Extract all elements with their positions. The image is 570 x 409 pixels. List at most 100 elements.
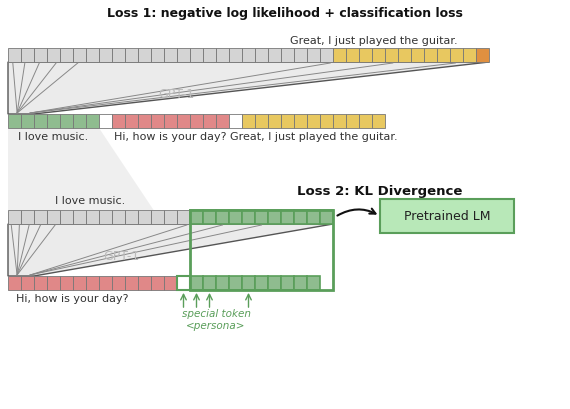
Bar [190, 115, 203, 129]
Bar [99, 276, 112, 290]
Bar [112, 211, 125, 225]
Bar [450, 49, 463, 63]
Bar [476, 49, 489, 63]
Bar [281, 49, 294, 63]
Bar [86, 49, 99, 63]
Text: special token
<persona>: special token <persona> [181, 308, 250, 330]
Bar [385, 49, 398, 63]
Bar [294, 115, 307, 129]
Bar [138, 49, 151, 63]
Bar [229, 115, 242, 129]
Bar [307, 276, 320, 290]
Bar [333, 115, 346, 129]
Bar [138, 211, 151, 225]
Bar [268, 276, 281, 290]
Bar [268, 115, 281, 129]
Bar [60, 211, 73, 225]
Bar [125, 211, 138, 225]
Bar [47, 211, 60, 225]
Bar [47, 115, 60, 129]
Bar [60, 115, 73, 129]
Bar [229, 211, 242, 225]
Polygon shape [8, 63, 489, 115]
Bar [138, 276, 151, 290]
Bar [8, 115, 21, 129]
Text: Hi, how is your day?: Hi, how is your day? [114, 132, 227, 142]
Bar [21, 49, 34, 63]
Bar [255, 49, 268, 63]
Bar [34, 115, 47, 129]
Bar [203, 49, 216, 63]
Bar [255, 211, 268, 225]
Bar [229, 276, 242, 290]
Bar [177, 276, 190, 290]
Bar [294, 211, 307, 225]
Bar [268, 211, 281, 225]
Bar [320, 49, 333, 63]
Bar [307, 211, 320, 225]
Bar [372, 49, 385, 63]
Text: Great, I just played the guitar.: Great, I just played the guitar. [290, 36, 457, 46]
Bar [229, 49, 242, 63]
Polygon shape [8, 129, 153, 211]
Bar [125, 49, 138, 63]
Bar [268, 49, 281, 63]
Bar [372, 115, 385, 129]
Bar [307, 115, 320, 129]
Bar [112, 49, 125, 63]
Bar [216, 276, 229, 290]
Bar [34, 49, 47, 63]
Bar [177, 211, 190, 225]
Bar [281, 211, 294, 225]
Bar [281, 115, 294, 129]
Bar [281, 276, 294, 290]
Bar [21, 115, 34, 129]
Bar [216, 49, 229, 63]
Bar [164, 211, 177, 225]
Bar [86, 276, 99, 290]
Bar [190, 276, 203, 290]
Bar [255, 276, 268, 290]
Bar [203, 211, 216, 225]
Bar [177, 49, 190, 63]
Bar [99, 49, 112, 63]
Bar [60, 49, 73, 63]
Text: Loss 2: KL Divergence: Loss 2: KL Divergence [298, 185, 463, 198]
Bar [359, 115, 372, 129]
Bar [73, 211, 86, 225]
Polygon shape [8, 225, 333, 276]
Text: Great, I just played the guitar.: Great, I just played the guitar. [230, 132, 397, 142]
Bar [164, 115, 177, 129]
Bar [411, 49, 424, 63]
Bar [47, 276, 60, 290]
Bar [164, 276, 177, 290]
Bar [47, 49, 60, 63]
Bar [346, 49, 359, 63]
Text: Loss 1: negative log likelihood + classification loss: Loss 1: negative log likelihood + classi… [107, 7, 463, 20]
Bar [255, 115, 268, 129]
Text: I love music.: I love music. [18, 132, 88, 142]
Bar [424, 49, 437, 63]
Bar [21, 211, 34, 225]
Text: Pretrained LM: Pretrained LM [404, 210, 490, 223]
Bar [112, 115, 125, 129]
Bar [8, 276, 21, 290]
Bar [151, 115, 164, 129]
Bar [320, 211, 333, 225]
Bar [333, 49, 346, 63]
Bar [99, 115, 112, 129]
Bar [86, 211, 99, 225]
Bar [242, 115, 255, 129]
Bar [320, 115, 333, 129]
Text: GPT-1: GPT-1 [158, 88, 194, 101]
Bar [125, 115, 138, 129]
Bar [151, 276, 164, 290]
Bar [463, 49, 476, 63]
Bar [164, 49, 177, 63]
Bar [294, 49, 307, 63]
Bar [34, 276, 47, 290]
Bar [190, 49, 203, 63]
Bar [99, 211, 112, 225]
Bar [151, 49, 164, 63]
Bar [60, 276, 73, 290]
